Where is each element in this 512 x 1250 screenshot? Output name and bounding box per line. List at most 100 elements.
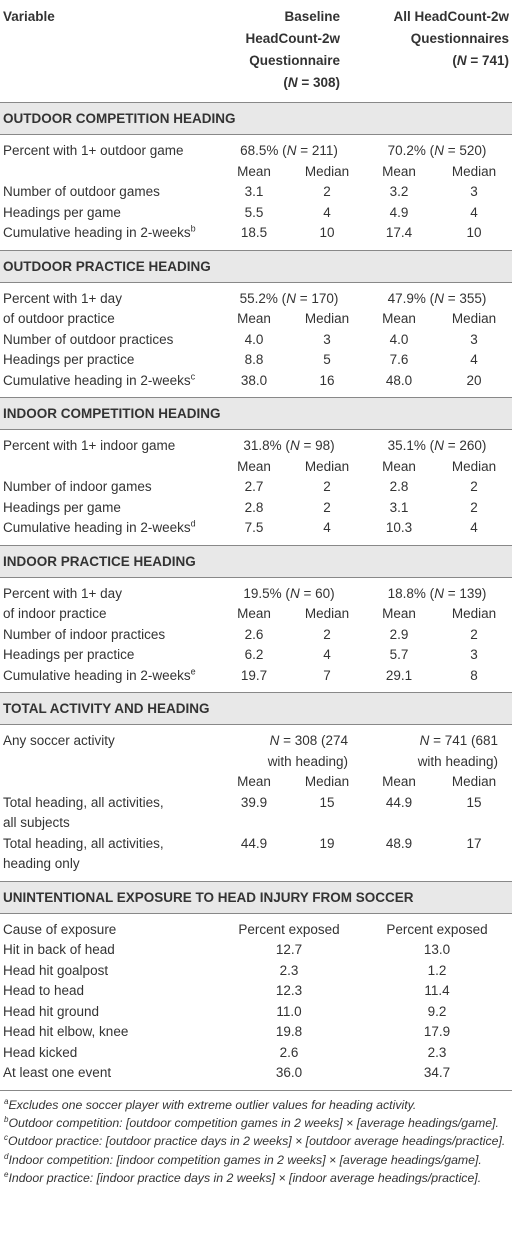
cell: 2 [323, 499, 331, 515]
row-label: Total heading, all activities, heading o… [0, 834, 216, 882]
data-row: Number of indoor games 2.7 2 2.8 2 [0, 477, 512, 498]
data-row: of indoor practice Mean Median Mean Median [0, 604, 512, 625]
cell: Median [304, 458, 350, 474]
label-text: Total heading, all activities, heading o… [3, 835, 164, 872]
data-row: Head to head 12.3 11.4 [0, 981, 512, 1002]
cell: Median [304, 311, 350, 326]
cell: 55.2% (N = 170) [239, 290, 339, 306]
cell: 20 [466, 372, 482, 388]
cell: 5.5 [244, 204, 264, 220]
cell: 2 [470, 499, 478, 515]
label-text: Cumulative heading in 2-weeks [3, 372, 191, 388]
cell: 3 [470, 331, 478, 347]
data-row: Head hit ground 11.0 9.2 [0, 1002, 512, 1023]
header-text: All HeadCount-2w Questionnaires [393, 9, 509, 46]
label-text: Number of indoor games [3, 479, 152, 494]
note-mark: c [190, 371, 196, 381]
row-label [0, 162, 216, 183]
cell: 4.0 [389, 331, 409, 347]
cell: 3 [323, 331, 331, 347]
cell: 3.2 [389, 184, 409, 199]
label-text: Cumulative heading in 2-weeks [3, 225, 191, 240]
cell: 17.9 [423, 1024, 451, 1039]
cell: 10.3 [385, 520, 413, 535]
cell: 18.5 [240, 225, 268, 240]
section-title: OUTDOOR COMPETITION HEADING [0, 102, 512, 135]
cell: Mean [382, 606, 416, 621]
label-text: Number of outdoor practices [3, 331, 174, 347]
row-label: Headings per practice [0, 350, 216, 371]
cell: 3 [470, 184, 478, 199]
cell: 18.8% (N = 139) [387, 585, 487, 601]
cell: 2.7 [244, 479, 264, 494]
label-text: At least one event [3, 1065, 112, 1080]
label-text: Headings per game [3, 499, 121, 515]
cell: 2.8 [244, 499, 264, 515]
cell: 10 [319, 225, 335, 240]
label-text: Headings per game [3, 204, 121, 220]
header-all: All HeadCount-2w Questionnaires (N = 741) [362, 0, 512, 103]
row-label [0, 772, 216, 793]
label-text: Head kicked [3, 1044, 78, 1060]
row-label: Total heading, all activities, all subje… [0, 793, 216, 834]
row-label: Percent with 1+ day [0, 282, 216, 309]
data-row: Headings per practice 8.8 5 7.6 4 [0, 350, 512, 371]
cell: 8 [470, 667, 478, 683]
cell: 4 [323, 520, 331, 535]
label-text: Total heading, all activities, all subje… [3, 794, 164, 831]
label-text: Percent with 1+ day [3, 585, 122, 601]
section-title: INDOOR COMPETITION HEADING [0, 397, 512, 430]
cell: 36.0 [275, 1065, 303, 1080]
row-label: Head hit elbow, knee [0, 1022, 216, 1043]
data-row: Cause of exposure Percent exposed Percent … [0, 913, 512, 940]
cell: 4 [323, 204, 331, 220]
label-text: Cumulative heading in 2-weeks [3, 520, 191, 535]
cell: 48.9 [385, 835, 413, 851]
cell: 4.0 [244, 331, 264, 347]
cell: 35.1% (N = 260) [387, 438, 487, 453]
data-row: of outdoor practice Mean Median Mean Median [0, 309, 512, 330]
data-row: Total heading, all activities, heading o… [0, 834, 512, 882]
label-text: Percent with 1+ indoor game [3, 438, 176, 453]
table-body: OUTDOOR COMPETITION HEADING Percent with … [0, 102, 512, 1090]
cell: 2.3 [279, 962, 299, 978]
data-row: Headings per game 2.8 2 3.1 2 [0, 498, 512, 519]
data-row: Mean Median Mean Median [0, 457, 512, 478]
header-variable: Variable [3, 9, 55, 24]
note-mark: b [190, 223, 196, 234]
row-label: Headings per game [0, 498, 216, 519]
data-row: Mean Median Mean Median [0, 772, 512, 793]
data-row: Number of indoor practices 2.6 2 2.9 2 [0, 625, 512, 646]
row-label: Percent with 1+ indoor game [0, 430, 216, 457]
row-label: Head to head [0, 981, 216, 1002]
data-row: Cumulative heading in 2-weeksd 7.5 4 10.3 4 [0, 518, 512, 545]
footnote-text: Excludes one soccer player with extreme … [8, 1097, 417, 1112]
data-row: Cumulative heading in 2-weekse 19.7 7 29.1 8 [0, 666, 512, 693]
row-label: At least one event [0, 1063, 216, 1090]
cell: 29.1 [385, 667, 413, 683]
section-row: INDOOR COMPETITION HEADING [0, 397, 512, 430]
data-row: Hit in back of head 12.7 13.0 [0, 940, 512, 961]
data-row: Number of outdoor games 3.1 2 3.2 3 [0, 182, 512, 203]
section-title: TOTAL ACTIVITY AND HEADING [0, 692, 512, 725]
cell: Median [451, 606, 497, 621]
data-table: Variable Baseline HeadCount-2w Questionn… [0, 0, 512, 1090]
data-row: Head hit goalpost 2.3 1.2 [0, 961, 512, 982]
row-label: Cumulative heading in 2-weeksb [0, 223, 216, 250]
data-row: Any soccer activity N = 308 (274 with hea… [0, 725, 512, 773]
section-row: UNINTENTIONAL EXPOSURE TO HEAD INJURY FR… [0, 880, 512, 914]
data-row: Head kicked 2.6 2.3 [0, 1043, 512, 1064]
cell: 68.5% (N = 211) [240, 143, 338, 158]
cell: 2 [323, 184, 331, 199]
cell: 17 [466, 835, 482, 851]
label-text: Headings per practice [3, 352, 135, 367]
cell: Mean [237, 606, 271, 621]
footnote: dIndoor competition: [indoor competition… [4, 1151, 508, 1169]
cell: 2.3 [427, 1044, 447, 1060]
cell: 19.8 [275, 1024, 303, 1039]
cell: 4.9 [389, 204, 409, 220]
row-label: Headings per game [0, 203, 216, 224]
cell: 31.8% (N = 98) [243, 438, 335, 453]
row-label: Percent with 1+ outdoor game [0, 135, 216, 162]
footnote: cOutdoor practice: [outdoor practice day… [4, 1132, 508, 1150]
